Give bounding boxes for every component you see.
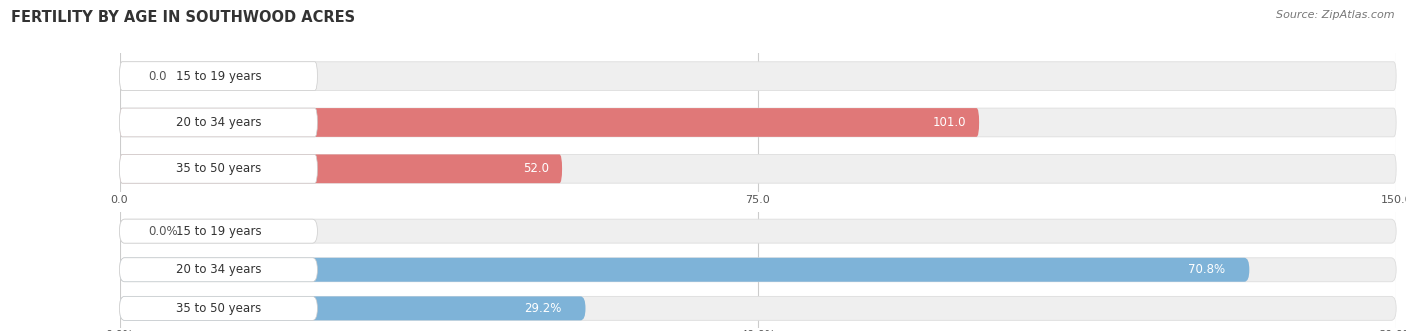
Text: 52.0: 52.0 [523, 162, 550, 175]
FancyBboxPatch shape [120, 297, 1396, 320]
Text: 20 to 34 years: 20 to 34 years [176, 116, 262, 129]
FancyBboxPatch shape [120, 219, 318, 243]
FancyBboxPatch shape [120, 62, 318, 90]
Text: 29.2%: 29.2% [524, 302, 561, 315]
Text: 0.0: 0.0 [149, 70, 167, 83]
Text: 35 to 50 years: 35 to 50 years [176, 162, 262, 175]
FancyBboxPatch shape [120, 155, 318, 183]
FancyBboxPatch shape [120, 258, 1250, 282]
Text: 20 to 34 years: 20 to 34 years [176, 263, 262, 276]
Text: 0.0%: 0.0% [149, 225, 179, 238]
FancyBboxPatch shape [120, 155, 562, 183]
FancyBboxPatch shape [120, 219, 1396, 243]
FancyBboxPatch shape [120, 62, 1396, 90]
FancyBboxPatch shape [120, 108, 1396, 137]
Text: 35 to 50 years: 35 to 50 years [176, 302, 262, 315]
Text: Source: ZipAtlas.com: Source: ZipAtlas.com [1277, 10, 1395, 20]
FancyBboxPatch shape [120, 155, 1396, 183]
Text: 15 to 19 years: 15 to 19 years [176, 70, 262, 83]
Text: 101.0: 101.0 [932, 116, 966, 129]
Text: 15 to 19 years: 15 to 19 years [176, 225, 262, 238]
FancyBboxPatch shape [120, 108, 318, 137]
FancyBboxPatch shape [120, 258, 318, 282]
Text: FERTILITY BY AGE IN SOUTHWOOD ACRES: FERTILITY BY AGE IN SOUTHWOOD ACRES [11, 10, 356, 25]
FancyBboxPatch shape [120, 108, 979, 137]
FancyBboxPatch shape [120, 258, 1396, 282]
FancyBboxPatch shape [120, 297, 585, 320]
Text: 70.8%: 70.8% [1188, 263, 1226, 276]
FancyBboxPatch shape [120, 297, 318, 320]
